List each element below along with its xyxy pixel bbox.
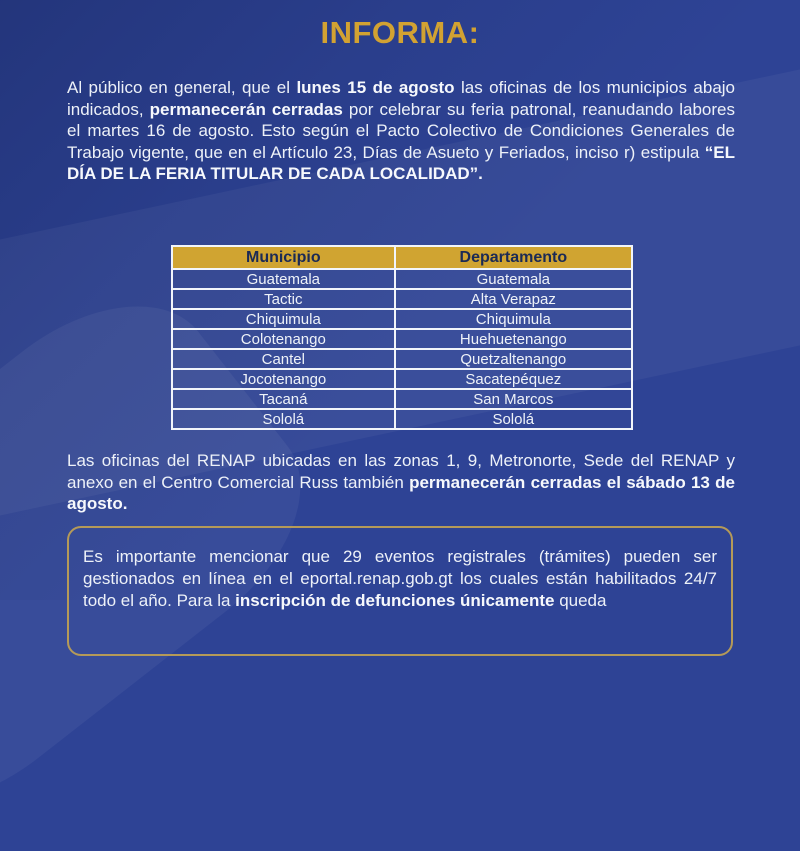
table-row: Guatemala Guatemala <box>171 268 634 290</box>
intro-bold-closed: permanecerán cerradas <box>149 99 343 119</box>
column-header-departamento: Departamento <box>393 245 634 270</box>
eportal-paragraph: Es importante mencionar que 29 eventos r… <box>83 546 717 612</box>
intro-text: las oficinas de los municipios abajo ind… <box>67 78 736 119</box>
column-header-municipio: Municipio <box>171 245 396 270</box>
departamento-cell: Chiquimula <box>393 308 634 330</box>
municipio-cell: Guatemala <box>171 268 396 290</box>
closures-table: Municipio Departamento Guatemala Guatema… <box>171 245 634 430</box>
municipio-cell: Jocotenango <box>171 368 396 390</box>
renap-text: Las oficinas del RENAP ubicadas en las z… <box>67 451 735 492</box>
table-row: Jocotenango Sacatepéquez <box>171 368 634 390</box>
table-header-row: Municipio Departamento <box>171 245 634 270</box>
table-row: Tacaná San Marcos <box>171 388 634 410</box>
table-row: Tactic Alta Verapaz <box>171 288 634 310</box>
page-title: INFORMA: <box>320 15 480 50</box>
municipio-cell: Tacaná <box>171 388 396 410</box>
municipio-cell: Tactic <box>171 288 396 310</box>
departamento-cell: Huehuetenango <box>393 328 634 350</box>
renap-bold-closed-date: permanecerán cerradas el sábado 13 de ag… <box>67 472 735 514</box>
eportal-text: queda <box>554 591 607 610</box>
intro-bold-date: lunes 15 de agosto <box>296 78 455 97</box>
intro-paragraph: Al público en general, que el lunes 15 d… <box>67 77 735 185</box>
departamento-cell: Quetzaltenango <box>393 348 634 370</box>
table-row: Sololá Sololá <box>171 408 634 430</box>
table-row: Cantel Quetzaltenango <box>171 348 634 370</box>
departamento-cell: Alta Verapaz <box>393 288 634 310</box>
intro-bold-quote: “EL DÍA DE LA FERIA TITULAR DE CADA LOCA… <box>67 142 735 184</box>
departamento-cell: San Marcos <box>393 388 634 410</box>
table-row: Chiquimula Chiquimula <box>171 308 634 330</box>
table-row: Colotenango Huehuetenango <box>171 328 634 350</box>
intro-text: Al público en general, que el <box>67 78 297 97</box>
departamento-cell: Guatemala <box>393 268 634 290</box>
intro-text: por celebrar su feria patronal, reanudan… <box>67 99 735 162</box>
departamento-cell: Sololá <box>393 408 634 430</box>
municipio-cell: Cantel <box>171 348 396 370</box>
municipio-cell: Chiquimula <box>171 308 396 330</box>
eportal-note-box: Es importante mencionar que 29 eventos r… <box>67 526 733 656</box>
eportal-bold-defunciones: inscripción de defunciones únicamente <box>235 591 555 610</box>
municipio-cell: Colotenango <box>171 328 396 350</box>
renap-closure-paragraph: Las oficinas del RENAP ubicadas en las z… <box>67 450 735 515</box>
closures-table-container: Municipio Departamento Guatemala Guatema… <box>171 245 634 430</box>
departamento-cell: Sacatepéquez <box>393 368 634 390</box>
municipio-cell: Sololá <box>171 408 396 430</box>
